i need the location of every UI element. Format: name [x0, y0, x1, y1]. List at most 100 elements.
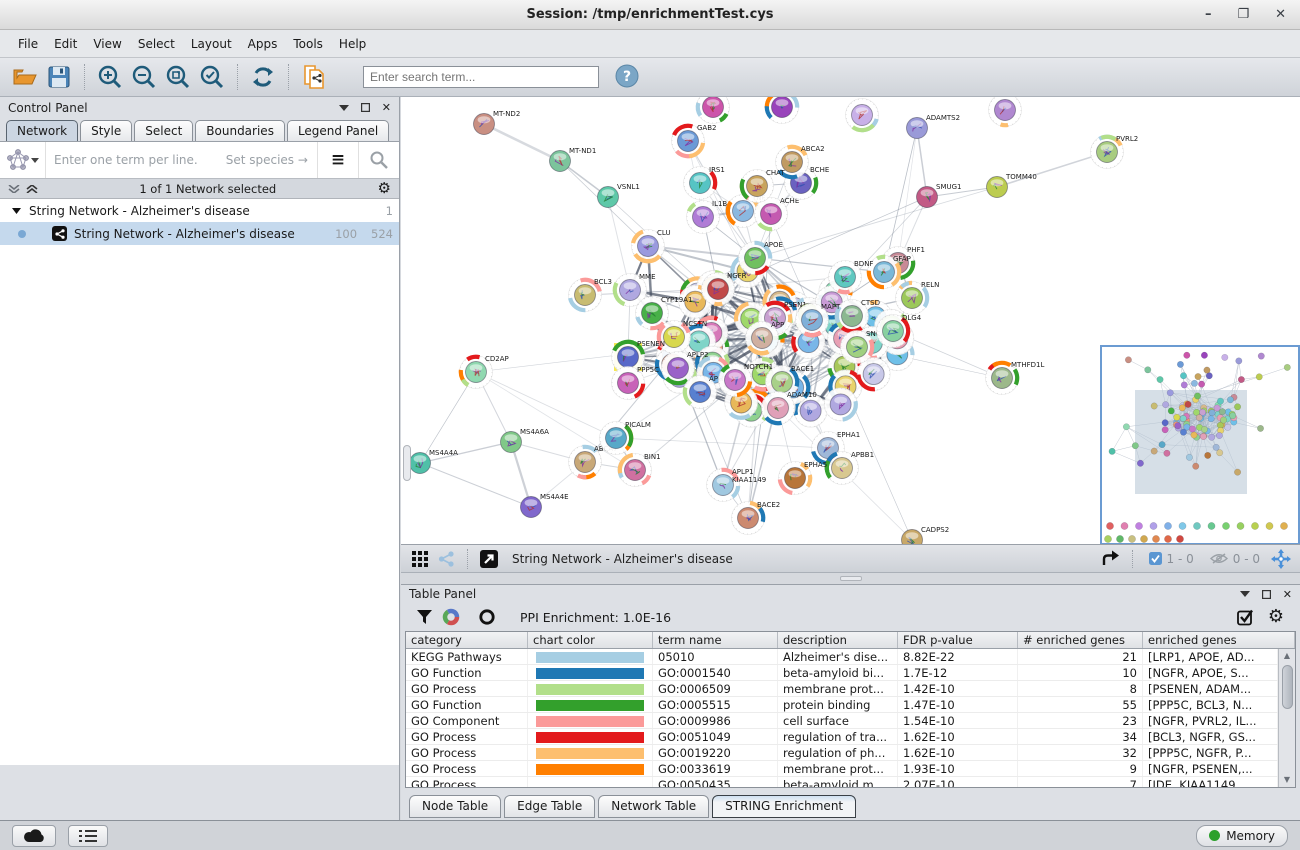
close-button[interactable]: ✕: [1275, 7, 1286, 22]
menu-select[interactable]: Select: [137, 36, 175, 51]
network-options-gear-icon[interactable]: ⚙: [377, 179, 391, 197]
expand-all-icon[interactable]: [26, 184, 38, 193]
network-node[interactable]: PVRL2: [1086, 131, 1138, 173]
network-node[interactable]: ADAMTS2: [906, 114, 961, 139]
network-node[interactable]: [761, 97, 804, 128]
network-node[interactable]: NGFR: [699, 270, 747, 308]
network-node[interactable]: [856, 356, 891, 392]
network-node[interactable]: EPHA5: [775, 458, 827, 498]
table-row[interactable]: GO Process GO:0051049 regulation of tra...…: [406, 729, 1278, 745]
network-node[interactable]: CYP19A1: [631, 292, 693, 335]
network-node[interactable]: CTSD: [831, 295, 880, 338]
table-row[interactable]: GO Process GO:0019220 regulation of ph... 1…: [406, 745, 1278, 761]
task-history-button[interactable]: [68, 824, 108, 847]
column-header[interactable]: enriched genes: [1143, 632, 1295, 648]
network-node[interactable]: MS4A4A: [409, 449, 459, 474]
network-node[interactable]: MS4A4E: [520, 493, 569, 518]
panel-resize-handle[interactable]: [403, 445, 411, 481]
tab-boundaries[interactable]: Boundaries: [195, 120, 285, 141]
menu-layout[interactable]: Layout: [190, 36, 232, 51]
network-node[interactable]: PSENEN: [608, 337, 665, 377]
network-node[interactable]: MT-ND2: [473, 110, 521, 135]
network-node[interactable]: APOE: [734, 237, 783, 279]
network-node[interactable]: [987, 97, 1023, 128]
table-row[interactable]: GO Component GO:0009986 cell surface 1.54E-…: [406, 713, 1278, 729]
column-header[interactable]: term name: [653, 632, 778, 648]
network-node[interactable]: SNCA: [836, 326, 886, 367]
minimize-button[interactable]: –: [1204, 7, 1212, 22]
grid-view-button[interactable]: [407, 548, 433, 570]
table-row[interactable]: KEGG Pathways 05010 Alzheimer's dise... 8.8…: [406, 649, 1278, 665]
panel-menu-icon[interactable]: [338, 104, 349, 111]
export-view-button[interactable]: [1098, 548, 1124, 570]
network-node[interactable]: BDNF: [826, 258, 874, 296]
scroll-up-icon[interactable]: ▲: [1283, 651, 1291, 660]
menu-apps[interactable]: Apps: [247, 36, 278, 51]
pie-chart-icon[interactable]: [442, 608, 460, 626]
tab-legend-panel[interactable]: Legend Panel: [286, 120, 390, 141]
network-node[interactable]: DLG4: [872, 310, 922, 352]
network-node[interactable]: PICALM: [595, 417, 651, 460]
memory-button[interactable]: Memory: [1196, 824, 1288, 847]
save-session-button[interactable]: [44, 62, 74, 92]
network-node[interactable]: NCSTN: [653, 316, 708, 359]
zoom-fit-button[interactable]: [163, 62, 193, 92]
table-row[interactable]: GO Function GO:0005515 protein binding 1.47…: [406, 697, 1278, 713]
tab-edge-table[interactable]: Edge Table: [504, 795, 596, 818]
table-row[interactable]: GO Process GO:0033619 membrane prot... 1.93…: [406, 761, 1278, 777]
network-node[interactable]: IL1B: [683, 197, 727, 237]
collapse-all-icon[interactable]: [8, 184, 20, 193]
float-panel-icon[interactable]: [360, 103, 370, 112]
close-panel-icon[interactable]: ✕: [1282, 587, 1292, 601]
network-node[interactable]: MME: [610, 270, 656, 309]
network-node[interactable]: CLU: [627, 225, 671, 268]
table-row[interactable]: GO Function GO:0001540 beta-amyloid bi... 1…: [406, 665, 1278, 681]
network-node[interactable]: [841, 97, 884, 136]
string-protein-query-selector[interactable]: [0, 142, 46, 178]
network-node[interactable]: APLP2: [657, 347, 709, 390]
cloud-tasks-button[interactable]: [12, 824, 56, 847]
ring-chart-icon[interactable]: [478, 608, 496, 626]
network-node[interactable]: APP: [742, 318, 784, 358]
filter-icon[interactable]: [417, 609, 432, 625]
tree-expander-icon[interactable]: [12, 207, 21, 214]
network-node[interactable]: BACE1: [761, 361, 814, 403]
string-search-button[interactable]: [359, 151, 399, 169]
zoom-in-button[interactable]: [95, 62, 125, 92]
network-node[interactable]: MAPT: [791, 299, 841, 341]
set-species-hint[interactable]: Set species →: [225, 153, 308, 167]
string-query-placeholder[interactable]: Enter one term per line.: [54, 153, 198, 167]
network-node[interactable]: GAB2: [668, 121, 716, 161]
zoom-out-button[interactable]: [129, 62, 159, 92]
tab-network[interactable]: Network: [6, 120, 79, 141]
column-header[interactable]: description: [778, 632, 898, 648]
tab-network-table[interactable]: Network Table: [598, 795, 710, 818]
network-node[interactable]: CADPS2: [901, 526, 950, 545]
horizontal-splitter[interactable]: [401, 573, 1300, 584]
column-header[interactable]: FDR p-value: [898, 632, 1018, 648]
network-node[interactable]: CHAT: [736, 165, 786, 208]
network-node[interactable]: [823, 386, 859, 422]
network-node[interactable]: TOMM40: [986, 173, 1037, 198]
select-terms-icon[interactable]: [1236, 609, 1254, 626]
network-node[interactable]: CD2AP: [455, 351, 509, 393]
network-node[interactable]: SMUG1: [916, 183, 962, 208]
column-header[interactable]: chart color: [528, 632, 653, 648]
tab-style[interactable]: Style: [80, 120, 133, 141]
share-view-button[interactable]: [433, 548, 459, 570]
detach-view-button[interactable]: [476, 548, 502, 570]
table-row[interactable]: GO Process GO:0050435 beta-amyloid m... 2.0…: [406, 777, 1278, 787]
network-node[interactable]: IRS1: [679, 162, 725, 205]
menu-view[interactable]: View: [93, 36, 122, 51]
tab-select[interactable]: Select: [134, 120, 194, 141]
network-node[interactable]: APBB1: [821, 447, 874, 490]
clone-network-button[interactable]: [299, 62, 329, 92]
help-button[interactable]: ?: [615, 64, 639, 91]
network-node[interactable]: ADAM10: [760, 390, 817, 427]
network-node[interactable]: MS4A6A: [500, 428, 550, 453]
enrichment-settings-gear-icon[interactable]: ⚙: [1267, 606, 1284, 627]
tab-node-table[interactable]: Node Table: [409, 795, 502, 818]
network-node[interactable]: NOTCH1: [714, 359, 773, 401]
refresh-button[interactable]: [248, 62, 278, 92]
network-collection-row[interactable]: String Network - Alzheimer's disease 1: [0, 199, 399, 222]
